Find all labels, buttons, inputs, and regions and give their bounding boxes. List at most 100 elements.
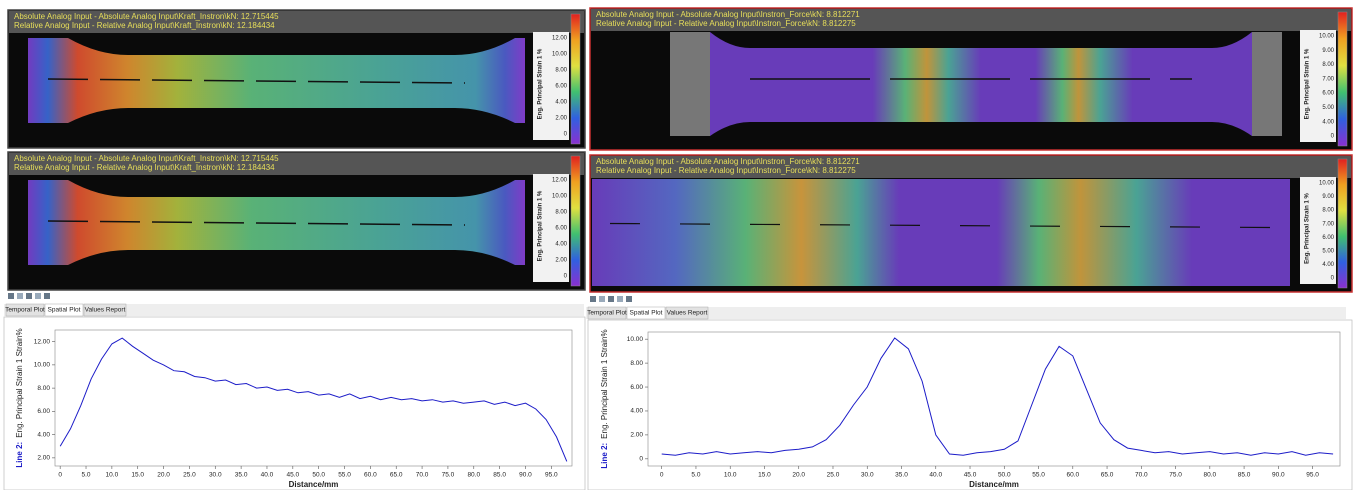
x-tick-label: 20.0 bbox=[792, 472, 805, 479]
colorbar-title: Eng. Principal Strain 1 % bbox=[1305, 192, 1311, 263]
tab-label: Spatial Plot bbox=[630, 310, 663, 317]
colorbar-tick: 6.00 bbox=[1322, 235, 1334, 241]
colorbar-title: Eng. Principal Strain 1 % bbox=[538, 48, 544, 119]
x-tick-label: 30.0 bbox=[861, 472, 874, 479]
toolbar-icon[interactable] bbox=[608, 296, 614, 302]
toolbar-icon[interactable] bbox=[8, 293, 14, 299]
x-tick-label: 55.0 bbox=[338, 472, 351, 479]
y-tick-label: 12.00 bbox=[34, 338, 51, 345]
tab-strip bbox=[4, 304, 584, 316]
y-tick-label: 6.00 bbox=[630, 384, 643, 391]
y-tick-label: 8.00 bbox=[630, 360, 643, 367]
plot-area bbox=[54, 329, 573, 467]
colorbar-tick: 2.00 bbox=[555, 258, 567, 264]
toolbar-icon[interactable] bbox=[17, 293, 23, 299]
colorbar-tick: 2.00 bbox=[555, 116, 567, 122]
colorbar-panel bbox=[1300, 177, 1336, 284]
x-tick-label: 85.0 bbox=[1238, 472, 1251, 479]
x-tick-label: 50.0 bbox=[998, 472, 1011, 479]
tab[interactable] bbox=[626, 306, 666, 320]
colorbar-tick: 9.00 bbox=[1322, 48, 1334, 54]
colorbar-tick: 7.00 bbox=[1322, 76, 1334, 82]
y-axis-title: Eng. Principal Strain 1 Strain% bbox=[600, 329, 609, 438]
x-tick-label: 30.0 bbox=[209, 472, 222, 479]
specimen bbox=[710, 32, 1252, 136]
colorbar-tick: 6.00 bbox=[555, 84, 567, 90]
colorbar-tick: 6.00 bbox=[555, 226, 567, 232]
tab[interactable] bbox=[44, 303, 84, 317]
y-tick-label: 10.00 bbox=[34, 362, 51, 369]
chart-frame bbox=[3, 316, 586, 490]
colorbar-tick: 0 bbox=[564, 132, 568, 138]
colorbar-tick: 5.00 bbox=[1322, 105, 1334, 111]
tab-label: Temporal Plot bbox=[5, 307, 45, 314]
tab-label: Values Report bbox=[85, 307, 126, 314]
colorbar-tick: 12.00 bbox=[552, 178, 568, 184]
x-tick-label: 0 bbox=[58, 472, 62, 479]
x-tick-label: 50.0 bbox=[312, 472, 325, 479]
colorbar-tick: 0 bbox=[1331, 134, 1335, 140]
tab-strip bbox=[586, 307, 1346, 319]
toolbar-icon[interactable] bbox=[26, 293, 32, 299]
chart-frame bbox=[587, 319, 1353, 490]
toolbar-icon[interactable] bbox=[599, 296, 605, 302]
y-axis-label: Line 2: Eng. Principal Strain 1 Strain% bbox=[600, 329, 609, 468]
colorbar-tick: 8.00 bbox=[555, 68, 567, 74]
toolbar-icon[interactable] bbox=[35, 293, 41, 299]
data-line bbox=[661, 337, 1334, 456]
x-tick-label: 5.0 bbox=[81, 472, 90, 479]
overlay-band bbox=[9, 11, 584, 33]
colorbar-tick: 8.00 bbox=[1322, 208, 1334, 214]
colorbar-tick: 7.00 bbox=[1322, 221, 1334, 227]
x-tick-label: 5.0 bbox=[691, 472, 700, 479]
colorbar-tick: 0 bbox=[1331, 276, 1335, 282]
colorbar-title: Eng. Principal Strain 1 % bbox=[538, 190, 544, 261]
tab[interactable] bbox=[665, 306, 709, 320]
grip bbox=[670, 32, 710, 136]
tab[interactable] bbox=[587, 306, 627, 320]
y-tick-label: 10.00 bbox=[627, 336, 644, 343]
colorbar-panel bbox=[533, 32, 569, 140]
colorbar-tick: 4.00 bbox=[1322, 119, 1334, 125]
colorbar-tick: 0 bbox=[564, 274, 568, 280]
toolbar-icon[interactable] bbox=[44, 293, 50, 299]
overlay-text: Absolute Analog Input - Absolute Analog … bbox=[14, 154, 279, 163]
colorbar-tick: 5.00 bbox=[1322, 248, 1334, 254]
x-tick-label: 75.0 bbox=[1169, 472, 1182, 479]
y-tick-label: 0 bbox=[639, 456, 643, 463]
colorbar-tick: 4.00 bbox=[555, 242, 567, 248]
overlay-band bbox=[9, 153, 584, 175]
series-name: Line 2: bbox=[600, 443, 609, 469]
x-tick-label: 20.0 bbox=[157, 472, 170, 479]
colorbar-title: Eng. Principal Strain 1 % bbox=[1305, 48, 1311, 119]
overlay-text: Relative Analog Input - Relative Analog … bbox=[596, 19, 856, 28]
colorbar bbox=[570, 155, 581, 287]
x-tick-label: 40.0 bbox=[261, 472, 274, 479]
tab[interactable] bbox=[83, 303, 127, 317]
colorbar bbox=[1337, 158, 1348, 289]
toolbar-icon[interactable] bbox=[590, 296, 596, 302]
y-axis-label: Line 2: Eng. Principal Strain 1 Strain% bbox=[15, 328, 24, 467]
x-tick-label: 15.0 bbox=[758, 472, 771, 479]
tab[interactable] bbox=[5, 303, 45, 317]
x-tick-label: 65.0 bbox=[390, 472, 403, 479]
x-tick-label: 40.0 bbox=[929, 472, 942, 479]
x-tick-label: 55.0 bbox=[1032, 472, 1045, 479]
y-tick-label: 8.00 bbox=[37, 385, 50, 392]
toolbar-icon[interactable] bbox=[617, 296, 623, 302]
colorbar-tick: 10.00 bbox=[552, 194, 568, 200]
x-tick-label: 65.0 bbox=[1101, 472, 1114, 479]
colorbar bbox=[1337, 11, 1348, 147]
x-tick-label: 90.0 bbox=[1272, 472, 1285, 479]
toolbar-icon[interactable] bbox=[626, 296, 632, 302]
x-axis-label: Distance/mm bbox=[969, 480, 1019, 489]
x-tick-label: 60.0 bbox=[1066, 472, 1079, 479]
y-axis-title: Eng. Principal Strain 1 Strain% bbox=[15, 328, 24, 437]
colorbar-tick: 4.00 bbox=[1322, 262, 1334, 268]
x-tick-label: 80.0 bbox=[1203, 472, 1216, 479]
colorbar-tick: 12.00 bbox=[552, 36, 568, 42]
specimen bbox=[592, 179, 1290, 286]
x-tick-label: 80.0 bbox=[467, 472, 480, 479]
colorbar-tick: 4.00 bbox=[555, 100, 567, 106]
